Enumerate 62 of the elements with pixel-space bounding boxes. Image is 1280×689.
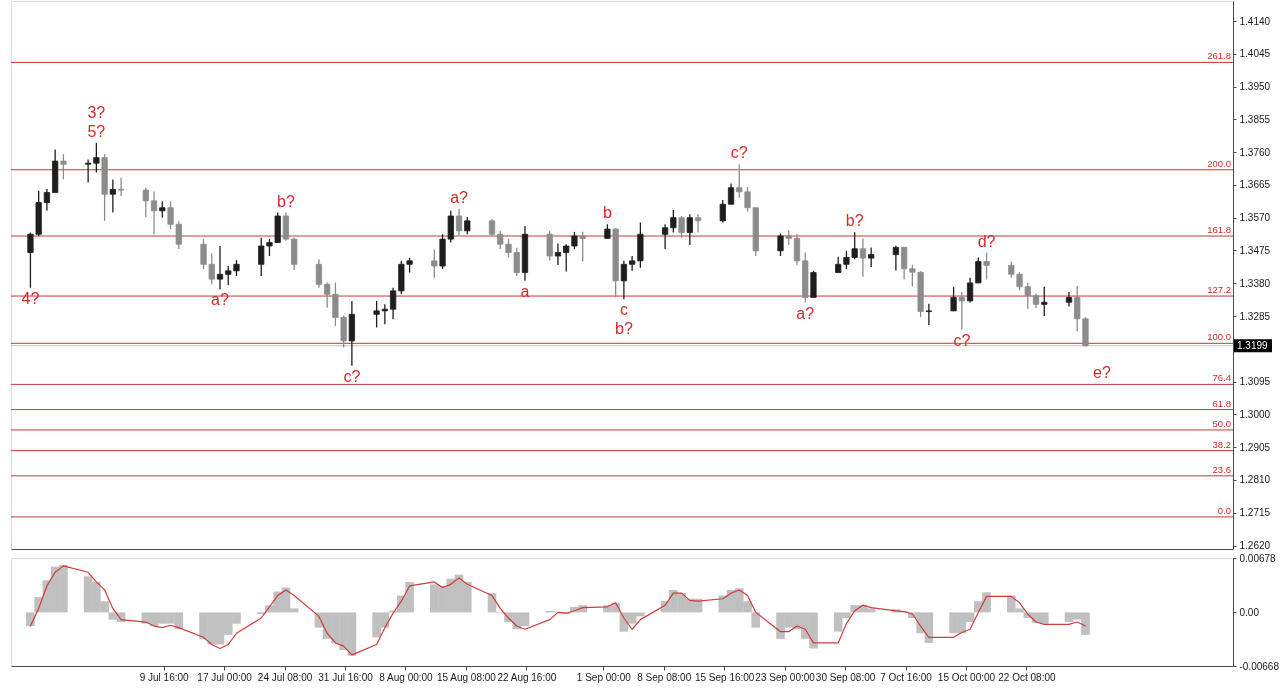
annotation: b?	[277, 192, 295, 210]
annotation: c	[619, 301, 628, 319]
y-tick-label: 1.2715	[1239, 507, 1271, 519]
annotation: 100.0	[1207, 331, 1231, 343]
x-tick-label: 8 Aug 00:00	[379, 671, 434, 683]
y-tick-label: 1.3380	[1239, 277, 1271, 289]
y-tick-label: -0.00668	[1239, 660, 1280, 672]
annotation: 200.0	[1207, 157, 1231, 169]
annotation: 0.0	[1217, 504, 1231, 516]
annotation: 50.0	[1212, 417, 1231, 429]
y-tick-label: 1.2620	[1239, 540, 1271, 552]
annotation: a?	[450, 188, 469, 206]
annotation: 5?	[87, 122, 106, 140]
x-tick-label: 1 Sep 00:00	[576, 671, 632, 683]
x-tick-label: 24 Jul 08:00	[257, 671, 313, 683]
x-tick-label: 15 Aug 08:00	[436, 671, 497, 683]
annotation: 161.8	[1207, 224, 1231, 236]
annotation: b?	[845, 212, 864, 230]
annotation: c?	[343, 367, 361, 385]
y-tick-label: 1.3475	[1239, 245, 1271, 256]
y-tick-label: 1.2810	[1239, 474, 1271, 486]
annotation: a	[520, 282, 530, 300]
x-tick-label: 17 Jul 00:00	[197, 671, 253, 683]
annotation: a?	[796, 304, 815, 322]
x-tick-label: 31 Jul 16:00	[318, 671, 374, 683]
ref-line-label: 1.3199	[1237, 339, 1269, 351]
annotation: 38.2	[1212, 438, 1231, 450]
annotation: b?	[614, 320, 633, 338]
annotation: 76.4	[1212, 372, 1231, 384]
x-tick-label: 15 Oct 00:00	[937, 671, 996, 683]
annotation: 23.6	[1212, 463, 1231, 475]
y-tick-label: 1.3285	[1239, 310, 1271, 322]
annotation: 4?	[21, 289, 40, 307]
annotation: c?	[730, 144, 748, 162]
x-tick-label: 9 Jul 16:00	[139, 671, 190, 683]
annotation: 127.2	[1207, 284, 1231, 296]
annotation: e?	[1093, 364, 1111, 382]
annotation: 61.8	[1212, 397, 1231, 409]
y-tick-label: 1.3855	[1239, 113, 1271, 125]
y-tick-label: 1.3570	[1239, 212, 1271, 224]
annotation: b	[602, 204, 612, 222]
y-tick-label: 0.00	[1239, 606, 1260, 618]
x-tick-label: 30 Sep 08:00	[815, 671, 876, 683]
x-tick-label: 22 Oct 08:00	[998, 671, 1056, 683]
x-tick-label: 23 Sep 00:00	[755, 671, 816, 683]
x-tick-label: 22 Aug 16:00	[497, 671, 557, 683]
y-tick-label: 0.00678	[1239, 552, 1277, 564]
y-tick-label: 1.3000	[1239, 408, 1271, 420]
y-tick-label: 1.3665	[1239, 179, 1271, 191]
annotation: 3?	[87, 103, 106, 121]
x-tick-label: 7 Oct 16:00	[880, 671, 933, 683]
annotation: 261.8	[1207, 50, 1231, 62]
y-tick-label: 1.3760	[1239, 146, 1271, 158]
y-tick-label: 1.2905	[1239, 441, 1271, 453]
x-tick-label: 8 Sep 08:00	[637, 671, 692, 683]
x-tick-label: 15 Sep 16:00	[694, 671, 755, 683]
y-tick-label: 1.3095	[1239, 376, 1271, 388]
annotation: d?	[977, 232, 996, 250]
y-tick-label: 1.4140	[1239, 15, 1271, 27]
annotation: a?	[211, 291, 229, 309]
y-tick-label: 1.3950	[1239, 81, 1271, 93]
y-tick-label: 1.4045	[1239, 48, 1271, 60]
